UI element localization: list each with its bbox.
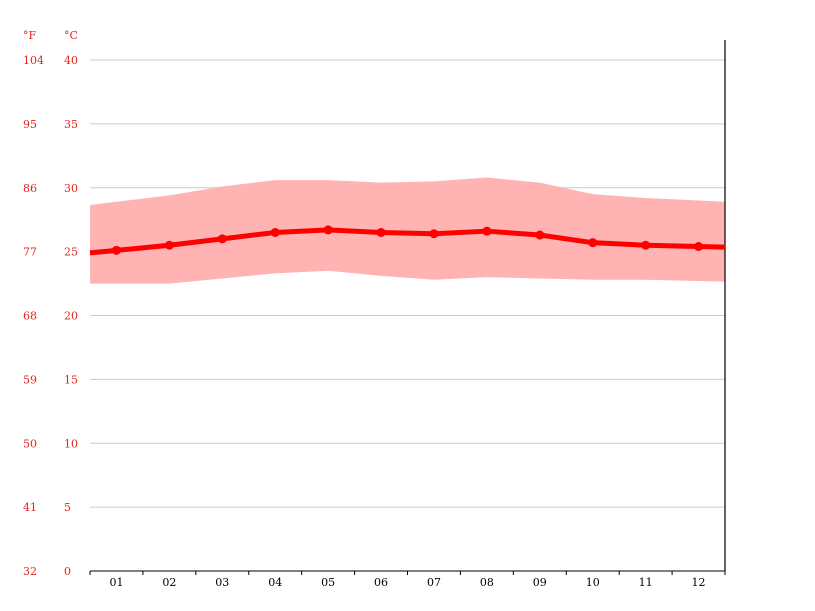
mean-point-07 (429, 229, 439, 239)
y-tick-fahrenheit-32: 32 (23, 565, 37, 578)
y-tick-fahrenheit-68: 68 (23, 310, 37, 323)
mean-point-10 (588, 238, 598, 248)
mean-point-06 (376, 227, 386, 237)
y-tick-celsius-10: 10 (64, 437, 78, 450)
x-tick-label-08: 08 (480, 576, 494, 589)
y-tick-celsius-30: 30 (64, 182, 78, 195)
y-tick-celsius-20: 20 (64, 310, 78, 323)
mean-point-01 (111, 245, 121, 255)
y-axis-ticks: 0 32 5 41 10 50 15 59 20 68 25 77 30 86 35 95 40 104 (23, 54, 78, 578)
mean-point-08 (482, 226, 492, 236)
y-tick-celsius-15: 15 (64, 373, 78, 386)
temperature-range-band (90, 177, 725, 284)
x-tick-label-07: 07 (427, 576, 441, 589)
y-tick-fahrenheit-59: 59 (23, 373, 37, 386)
x-tick-label-01: 01 (109, 576, 123, 589)
x-tick-label-11: 11 (639, 576, 653, 589)
y-tick-fahrenheit-86: 86 (23, 182, 37, 195)
y-tick-celsius-35: 35 (64, 118, 78, 131)
y-tick-celsius-25: 25 (64, 246, 78, 259)
y-tick-celsius-40: 40 (64, 54, 78, 67)
mean-point-04 (270, 227, 280, 237)
x-tick-label-10: 10 (586, 576, 600, 589)
mean-point-11 (641, 240, 651, 250)
x-axis: 01 02 03 04 05 06 07 08 09 10 11 12 (89, 40, 726, 589)
x-tick-label-02: 02 (162, 576, 176, 589)
y-tick-fahrenheit-77: 77 (23, 246, 37, 259)
x-tick-label-09: 09 (533, 576, 547, 589)
mean-point-03 (217, 234, 227, 244)
x-tick-label-05: 05 (321, 576, 335, 589)
grid-lines (90, 59, 725, 508)
celsius-unit-label: °C (64, 29, 78, 42)
y-tick-celsius-0: 0 (64, 565, 71, 578)
mean-point-02 (164, 240, 174, 250)
y-tick-celsius-5: 5 (64, 501, 71, 514)
y-tick-fahrenheit-104: 104 (23, 54, 44, 67)
mean-point-09 (535, 230, 545, 240)
mean-point-05 (323, 225, 333, 235)
y-tick-fahrenheit-50: 50 (23, 437, 37, 450)
mean-temperature-line (89, 227, 726, 256)
range-band-area (90, 177, 725, 284)
y-tick-fahrenheit-95: 95 (23, 118, 37, 131)
x-tick-label-04: 04 (268, 576, 282, 589)
x-tick-label-12: 12 (692, 576, 706, 589)
series-layer (89, 225, 726, 256)
y-tick-fahrenheit-41: 41 (23, 501, 37, 514)
fahrenheit-unit-label: °F (23, 29, 37, 42)
x-tick-label-03: 03 (215, 576, 229, 589)
x-tick-label-06: 06 (374, 576, 388, 589)
mean-point-12 (694, 242, 704, 252)
